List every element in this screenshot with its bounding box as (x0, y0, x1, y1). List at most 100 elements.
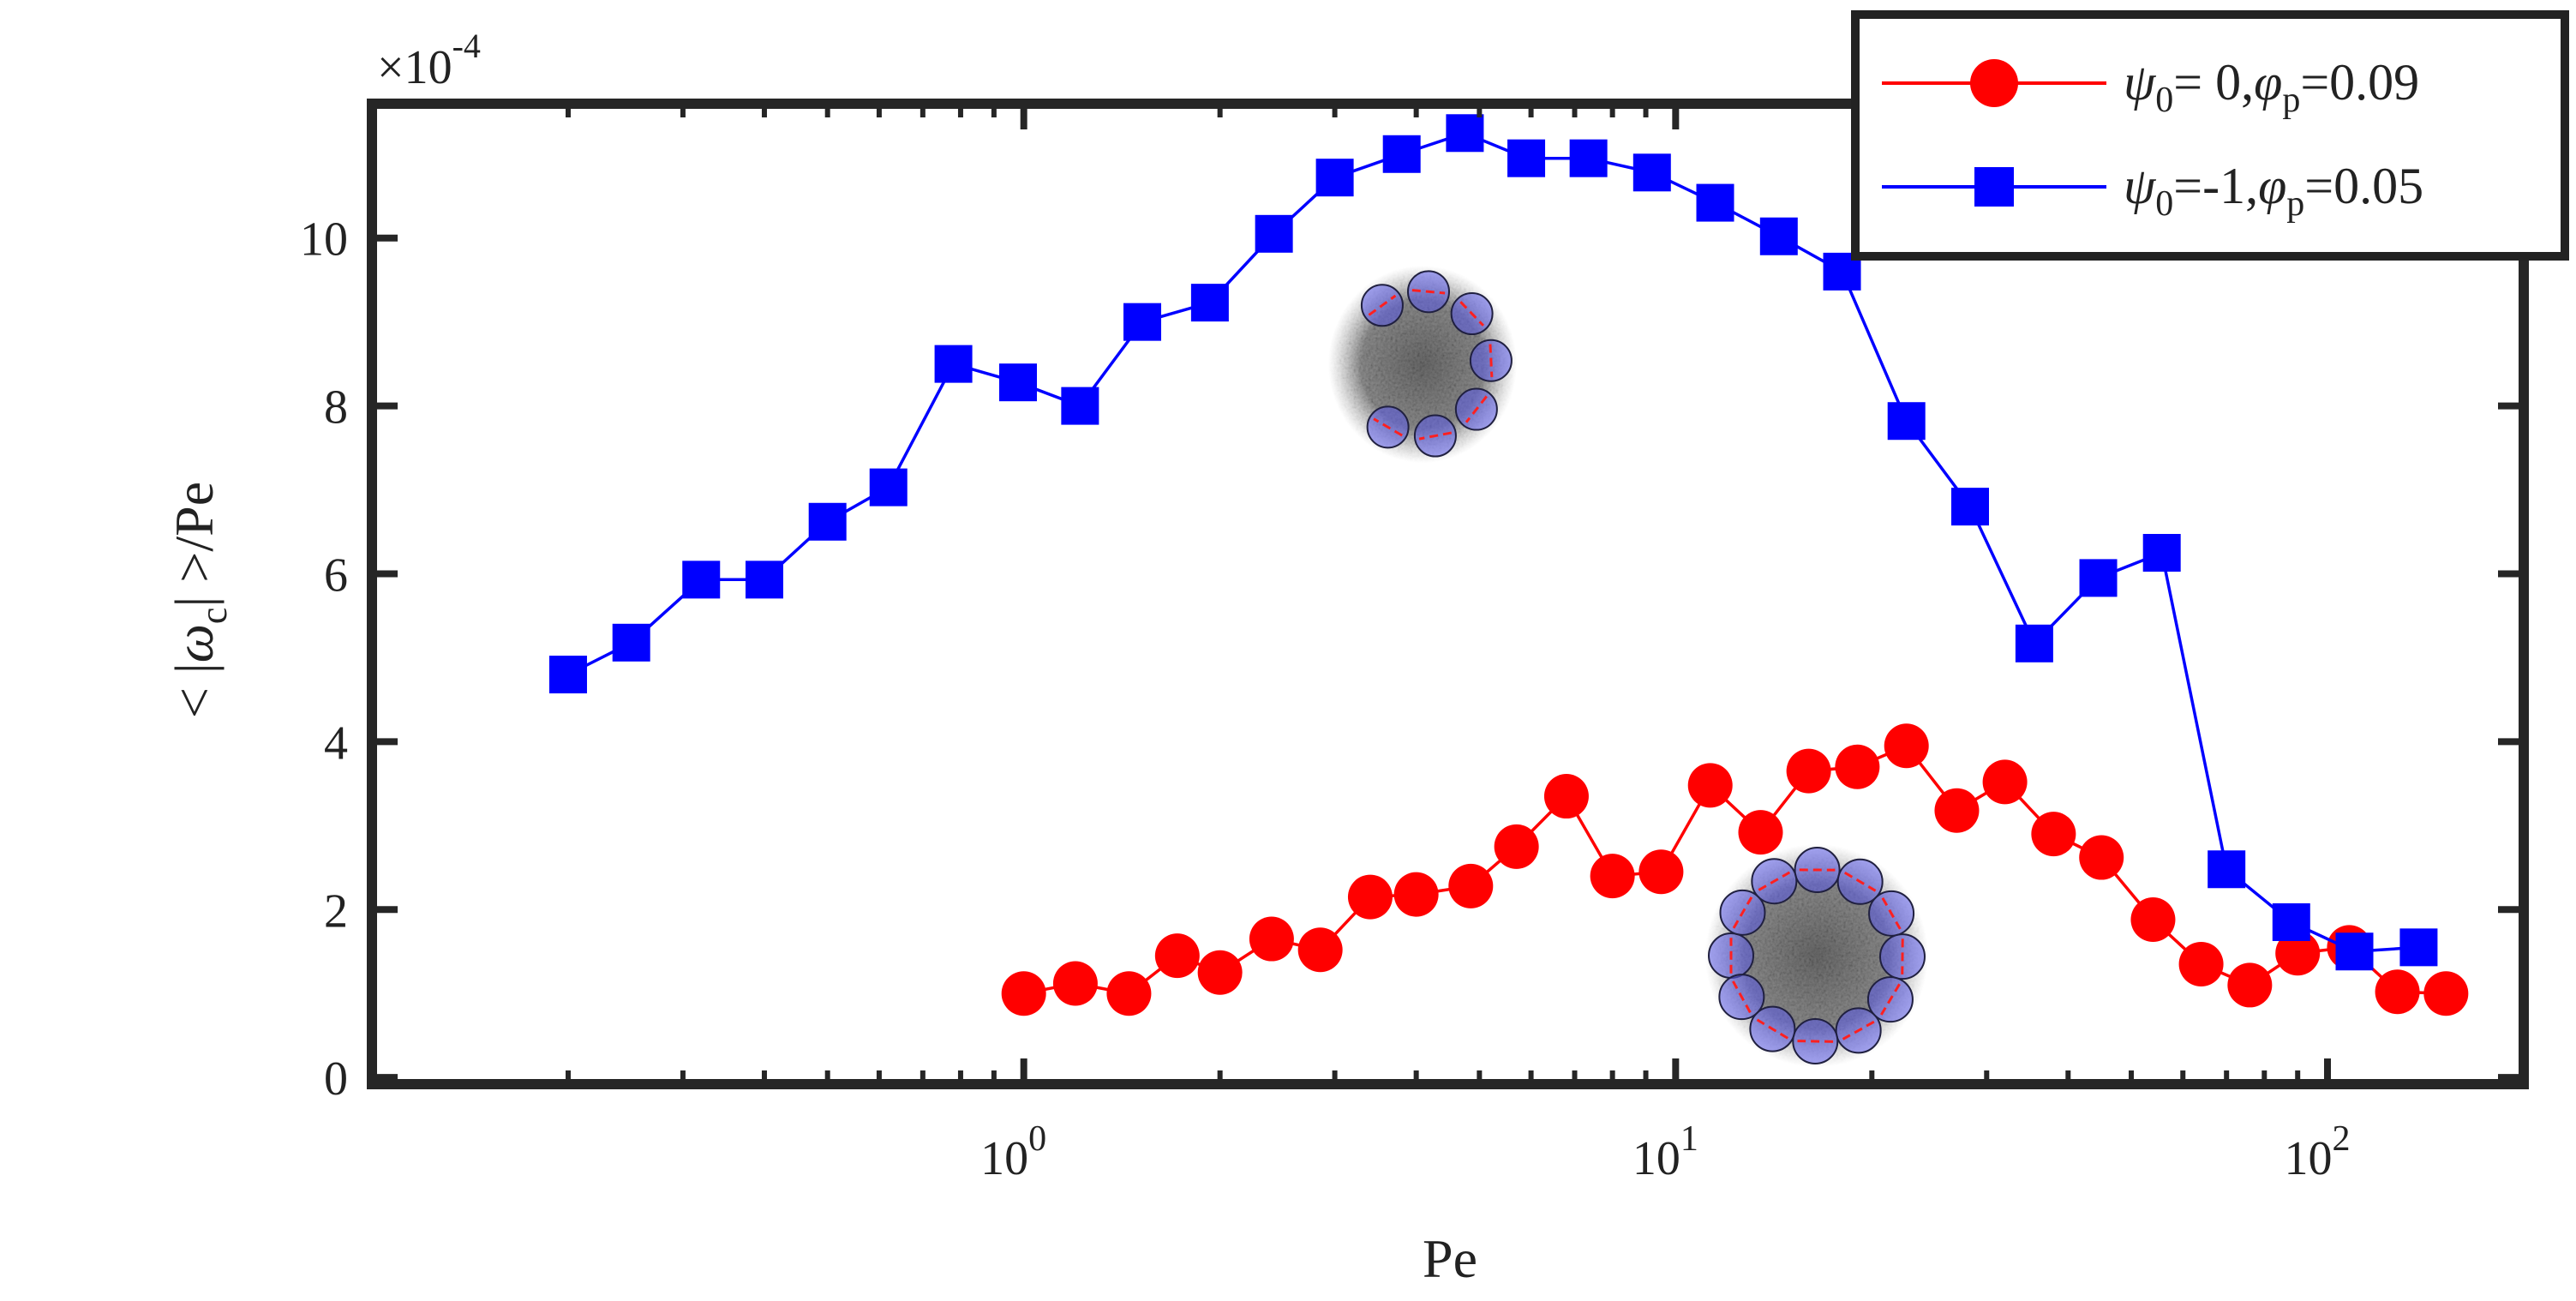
data-point (1255, 214, 1293, 253)
data-point (1347, 874, 1393, 920)
data-point (1687, 763, 1733, 808)
data-point (1154, 933, 1200, 979)
inset-cluster-lower-director (1797, 1040, 1834, 1043)
y-tick-label: 0 (324, 1052, 348, 1106)
legend-entry-blue: ψ0=-1,φp=0.05 (1882, 158, 2423, 224)
data-point (1001, 971, 1046, 1016)
data-point (2227, 962, 2273, 1008)
data-point (682, 561, 721, 599)
data-point (1951, 488, 1990, 526)
y-tick-label: 2 (324, 884, 348, 938)
data-point (548, 656, 587, 694)
data-point (2015, 624, 2053, 662)
inset-cluster-upper-director (1368, 294, 1397, 316)
data-point (2079, 559, 2118, 597)
data-point (1052, 961, 1098, 1006)
data-point (998, 363, 1037, 402)
legend-box (1851, 10, 2569, 261)
data-point (2375, 969, 2420, 1015)
inset-cluster-lower-director (1732, 980, 1752, 1014)
data-point (2272, 902, 2310, 941)
data-point (1448, 863, 1494, 908)
plot-frame (367, 99, 2529, 1089)
x-axis-label: Pe (1423, 1228, 1477, 1289)
inset-cluster-lower-director (1880, 983, 1901, 1016)
legend-marker-blue (1974, 167, 2014, 207)
legend-label-blue: ψ0=-1,φp=0.05 (2124, 158, 2423, 224)
data-point (2130, 897, 2176, 943)
data-point (1786, 748, 1831, 794)
data-point (1190, 284, 1229, 322)
inset-cluster-upper-director (1489, 344, 1494, 378)
data-point (1123, 303, 1161, 341)
data-point (869, 468, 908, 507)
data-point (934, 345, 973, 383)
data-point (1393, 872, 1439, 917)
data-point (1835, 744, 1880, 789)
data-point (1543, 774, 1589, 819)
y-axis-label: < |ωc| >/Pe (164, 482, 235, 718)
y-tick-label: 8 (324, 381, 348, 435)
data-point (2275, 931, 2321, 976)
inset-cluster-lower-director (1842, 1020, 1875, 1040)
data-point (2399, 928, 2438, 967)
data-point (2335, 932, 2374, 971)
data-point (1249, 916, 1294, 962)
data-point (2031, 812, 2076, 857)
inset-cluster-upper-director (1465, 395, 1488, 423)
legend-entry-red: ψ0= 0,φp=0.09 (1882, 54, 2419, 120)
inset-cluster-lower (1705, 844, 1928, 1067)
inset-cluster-lower-director (1756, 1018, 1788, 1040)
data-point (1934, 788, 1980, 833)
y-tick-label: 10 (300, 213, 348, 267)
y-tick-label: 4 (324, 716, 348, 770)
data-point (1569, 139, 1608, 177)
data-point (1382, 135, 1421, 173)
data-point (1632, 153, 1671, 192)
cluster-insets (1328, 266, 1928, 1067)
data-point (1446, 114, 1484, 153)
inset-cluster-upper (1328, 266, 1517, 463)
inset-cluster-lower-director (1758, 871, 1791, 891)
data-point (2208, 850, 2246, 889)
series-layer (548, 114, 2469, 1016)
data-point (745, 561, 783, 599)
data-point (1197, 950, 1243, 995)
data-point (1638, 849, 1684, 895)
data-point (1061, 387, 1099, 425)
data-point (1759, 217, 1798, 255)
inset-cluster-upper-director (1459, 301, 1485, 327)
data-point (1590, 854, 1635, 899)
data-point (1738, 810, 1783, 855)
inset-cluster-lower-director (1881, 896, 1902, 930)
data-point (1884, 723, 1929, 769)
y-tick-label: 6 (324, 549, 348, 602)
data-point (2079, 835, 2124, 880)
axes: 0 2 4 6 8 10 100 101 102 (300, 99, 2529, 1185)
data-point (1507, 139, 1546, 177)
series-0 (1001, 723, 2469, 1016)
data-point (1494, 824, 1539, 869)
legend-marker-red (1970, 59, 2018, 107)
legend: ψ0= 0,φp=0.09 ψ0=-1,φp=0.05 (1851, 10, 2569, 261)
inset-cluster-lower-director (1732, 896, 1753, 929)
data-point (1887, 402, 1926, 441)
data-point (2423, 971, 2469, 1016)
inset-cluster-lower-director (1843, 871, 1877, 892)
data-point (1297, 927, 1343, 973)
data-point (2178, 941, 2224, 986)
data-point (612, 623, 650, 662)
data-point (808, 502, 847, 541)
inset-cluster-upper-director (1418, 431, 1453, 441)
inset-cluster-upper-director (1411, 289, 1446, 295)
data-point (1696, 183, 1734, 222)
x-tick-label: 100 (980, 1119, 1046, 1185)
inset-cluster-upper-director (1373, 417, 1403, 437)
data-point (2142, 534, 2181, 573)
series-1 (548, 114, 2438, 971)
legend-label-red: ψ0= 0,φp=0.09 (2124, 54, 2419, 120)
data-point (1982, 759, 2028, 805)
x-tick-label: 101 (1632, 1119, 1698, 1185)
y-multiplier: ×10-4 (377, 27, 481, 94)
